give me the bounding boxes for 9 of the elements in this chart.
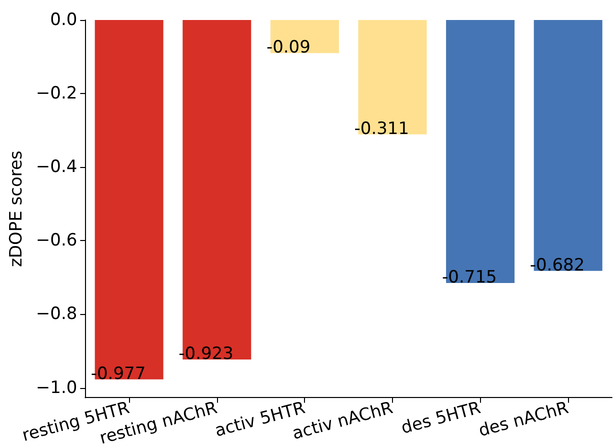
y-tick-label: −0.8 [36, 304, 78, 324]
y-axis-title: zDOPE scores [6, 150, 26, 268]
y-tick-label: −0.4 [36, 157, 78, 178]
y-tick-label: 0.0 [50, 10, 78, 30]
y-tick-label: −1.0 [36, 378, 78, 398]
y-tick-label: −0.6 [36, 230, 78, 251]
data-label: -0.311 [354, 118, 410, 139]
y-tick-label: −0.2 [36, 84, 78, 104]
data-label: -0.09 [266, 38, 310, 58]
